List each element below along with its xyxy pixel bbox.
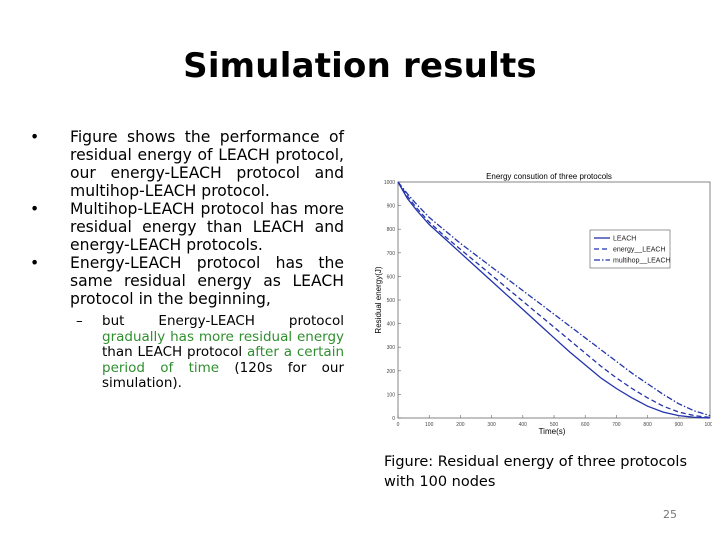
series-line [397, 181, 711, 417]
sub-bullet-item: – but Energy-LEACH protocol gradually ha… [30, 313, 344, 392]
sub-bullet-text: but Energy-LEACH protocol [102, 313, 344, 329]
y-tick-label: 700 [387, 251, 396, 257]
bullet-item: • Figure shows the performance of residu… [30, 128, 344, 200]
legend-label: multihop__LEACH [613, 258, 671, 265]
residual-energy-chart: Energy consution of three protocols 0 100… [372, 170, 716, 440]
bullet-list: • Figure shows the performance of residu… [30, 128, 344, 392]
series-line [397, 181, 711, 419]
y-tick-label: 800 [387, 227, 396, 233]
bullet-item: • Energy-LEACH protocol has the same res… [30, 254, 344, 308]
bullet-marker: • [30, 128, 40, 146]
bullet-text: Multihop-LEACH protocol has more residua… [70, 200, 344, 254]
bullet-item: • Multihop-LEACH protocol has more resid… [30, 200, 344, 254]
sub-bullet-marker: – [76, 313, 83, 329]
sub-bullet-highlight: gradually has more residual energy [102, 328, 344, 345]
x-tick-label: 900 [675, 422, 684, 428]
chart-title: Energy consution of three protocols [486, 172, 612, 181]
bullet-text: Figure shows the performance of residual… [70, 128, 344, 200]
x-tick-label: 700 [612, 422, 621, 428]
x-tick-label: 500 [550, 422, 559, 428]
series-line [397, 181, 711, 419]
x-tick-label: 0 [397, 422, 400, 428]
y-tick-label: 300 [387, 345, 396, 351]
y-tick-label: 0 [392, 416, 395, 422]
y-tick-label: 400 [387, 322, 396, 328]
x-tick-label: 1000 [704, 422, 712, 428]
x-axis-label: Time(s) [539, 427, 566, 436]
y-tick-label: 100 [387, 392, 396, 398]
legend-label: energy__LEACH [613, 247, 666, 254]
legend-label: LEACH [613, 236, 636, 243]
y-tick-label: 200 [387, 369, 396, 375]
sub-bullet-text: (120s for our simulation). [102, 359, 344, 391]
bullet-marker: • [30, 200, 40, 218]
x-tick-label: 200 [456, 422, 465, 428]
figure-caption: Figure: Residual energy of three protoco… [384, 454, 687, 490]
y-tick-label: 1000 [384, 180, 395, 186]
y-tick-label: 500 [387, 298, 396, 304]
plot-area [397, 181, 711, 419]
y-axis-label: Residual energy(J) [374, 266, 383, 333]
bullet-text: Energy-LEACH protocol has the same resid… [70, 254, 344, 308]
x-tick-label: 100 [425, 422, 434, 428]
chart-svg: Energy consution of three protocols 0 100… [374, 172, 716, 436]
x-tick-label: 600 [581, 422, 590, 428]
x-tick-label: 400 [519, 422, 528, 428]
y-tick-label: 900 [387, 204, 396, 210]
x-tick-label: 800 [643, 422, 652, 428]
slide-title: Simulation results [183, 46, 537, 86]
x-tick-label: 300 [487, 422, 496, 428]
y-tick-label: 600 [387, 274, 396, 280]
bullet-marker: • [30, 254, 40, 272]
page-number: 25 [663, 508, 677, 521]
sub-bullet-text: than LEACH protocol [102, 344, 247, 360]
sub-bullet-highlight: after a certain period of time [102, 344, 344, 376]
